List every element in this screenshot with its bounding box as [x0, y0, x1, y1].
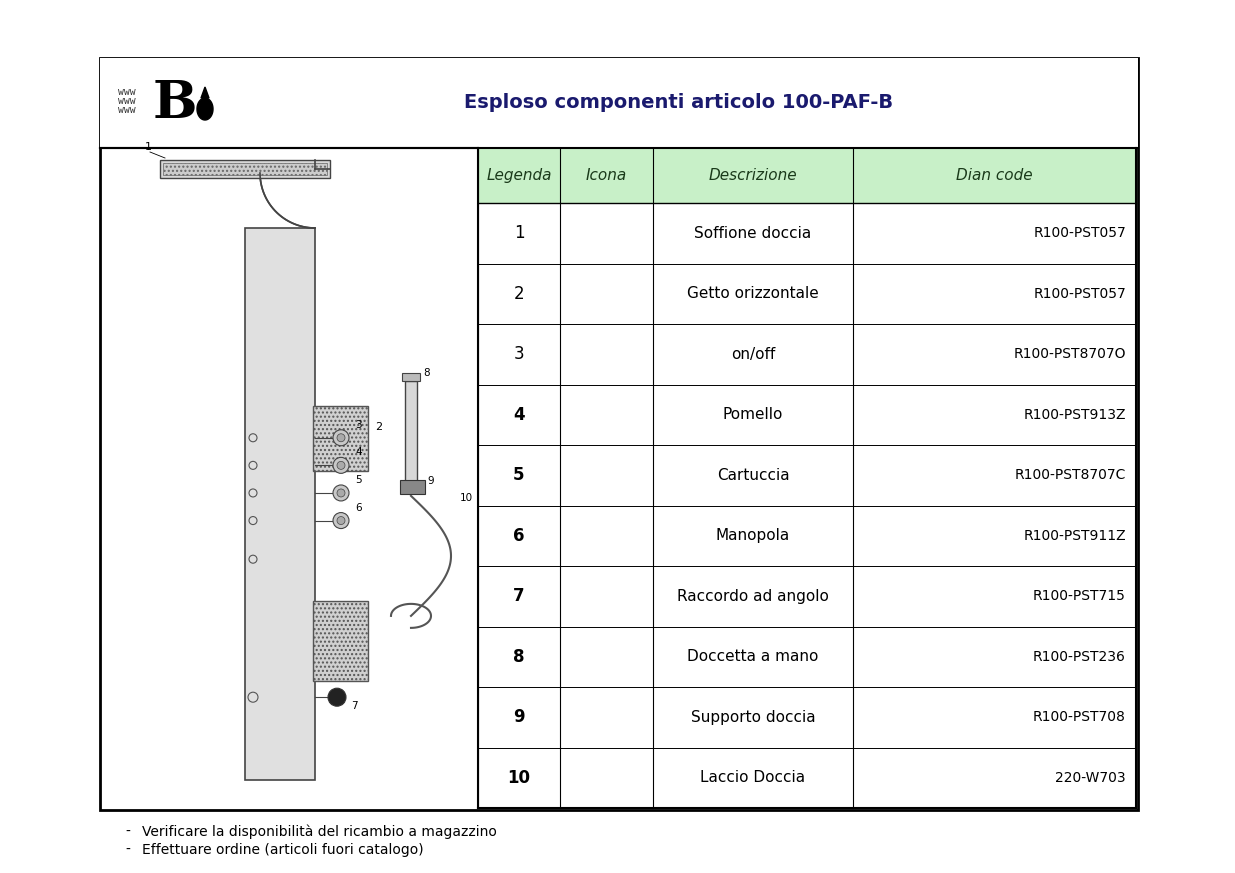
Text: 6: 6 — [354, 503, 362, 512]
Bar — [478, 148, 1136, 203]
Text: 1: 1 — [144, 142, 152, 152]
Bar — [478, 566, 1136, 627]
Bar — [478, 324, 1136, 384]
Text: 3: 3 — [354, 420, 362, 430]
Bar — [400, 480, 425, 494]
Bar — [478, 264, 1136, 324]
Text: Manopola: Manopola — [716, 528, 790, 543]
Text: 9: 9 — [514, 708, 525, 726]
Text: 10: 10 — [508, 769, 531, 787]
Circle shape — [333, 430, 350, 446]
Bar — [312, 406, 368, 471]
Circle shape — [333, 485, 350, 501]
Text: Esploso componenti articolo 100-PAF-B: Esploso componenti articolo 100-PAF-B — [464, 93, 894, 113]
Text: 10: 10 — [459, 493, 473, 503]
Text: R100-PST708: R100-PST708 — [1034, 711, 1126, 725]
Text: Cartuccia: Cartuccia — [716, 468, 789, 483]
Text: R100-PST8707C: R100-PST8707C — [1015, 468, 1126, 482]
Text: -: - — [125, 843, 130, 857]
Bar — [478, 445, 1136, 505]
Text: 2: 2 — [514, 285, 525, 303]
Text: 2: 2 — [375, 423, 382, 432]
Circle shape — [337, 489, 345, 497]
Text: 6: 6 — [514, 526, 525, 545]
Text: 8: 8 — [424, 368, 430, 378]
Circle shape — [333, 512, 350, 528]
Bar — [403, 373, 420, 381]
Text: 220-W703: 220-W703 — [1056, 771, 1126, 785]
Text: Raccordo ad angolo: Raccordo ad angolo — [677, 588, 829, 604]
Text: R100-PST715: R100-PST715 — [1034, 589, 1126, 603]
Circle shape — [329, 688, 346, 706]
Bar — [163, 163, 327, 175]
Text: 9: 9 — [427, 476, 433, 486]
Text: R100-PST057: R100-PST057 — [1034, 226, 1126, 240]
Text: 5: 5 — [354, 475, 362, 485]
Text: Soffione doccia: Soffione doccia — [694, 226, 811, 241]
Bar — [405, 381, 417, 481]
Bar — [478, 505, 1136, 566]
Bar — [478, 384, 1136, 445]
Bar — [312, 601, 368, 681]
Text: 8: 8 — [514, 648, 525, 666]
Bar — [245, 228, 315, 780]
Text: R100-PST911Z: R100-PST911Z — [1024, 529, 1126, 543]
Text: 7: 7 — [351, 701, 358, 711]
Text: Doccetta a mano: Doccetta a mano — [688, 650, 819, 664]
Bar — [478, 747, 1136, 808]
Text: Effettuare ordine (articoli fuori catalogo): Effettuare ordine (articoli fuori catalo… — [142, 843, 424, 857]
Text: Supporto doccia: Supporto doccia — [690, 710, 815, 725]
Bar — [100, 58, 1137, 810]
Bar — [161, 160, 330, 178]
Text: 5: 5 — [514, 466, 525, 485]
Text: Dian code: Dian code — [956, 168, 1032, 183]
Text: 1: 1 — [514, 224, 525, 242]
Text: 7: 7 — [514, 588, 525, 605]
Text: on/off: on/off — [731, 347, 776, 361]
Polygon shape — [201, 87, 209, 98]
Text: B: B — [153, 78, 198, 128]
Text: 4: 4 — [514, 406, 525, 423]
Text: Verificare la disponibilità del ricambio a magazzino: Verificare la disponibilità del ricambio… — [142, 825, 496, 839]
Polygon shape — [198, 98, 212, 120]
Text: -: - — [125, 825, 130, 839]
Text: R100-PST913Z: R100-PST913Z — [1024, 408, 1126, 422]
Text: Pomello: Pomello — [722, 407, 783, 423]
Bar — [478, 687, 1136, 747]
Text: Descrizione: Descrizione — [709, 168, 798, 183]
Bar — [478, 627, 1136, 687]
Bar — [100, 58, 1137, 148]
Text: R100-PST236: R100-PST236 — [1034, 650, 1126, 663]
Text: www
www
www: www www www — [119, 86, 136, 115]
Circle shape — [333, 457, 350, 473]
Circle shape — [337, 517, 345, 525]
Text: R100-PST057: R100-PST057 — [1034, 286, 1126, 301]
Bar — [478, 203, 1136, 264]
Text: Legenda: Legenda — [487, 168, 552, 183]
Circle shape — [337, 461, 345, 470]
Text: Laccio Doccia: Laccio Doccia — [700, 770, 805, 785]
Text: R100-PST8707O: R100-PST8707O — [1014, 347, 1126, 361]
Text: Icona: Icona — [585, 168, 627, 183]
Text: 4: 4 — [354, 447, 362, 457]
Circle shape — [337, 434, 345, 442]
Text: Getto orizzontale: Getto orizzontale — [687, 286, 819, 301]
Text: 3: 3 — [514, 345, 525, 363]
